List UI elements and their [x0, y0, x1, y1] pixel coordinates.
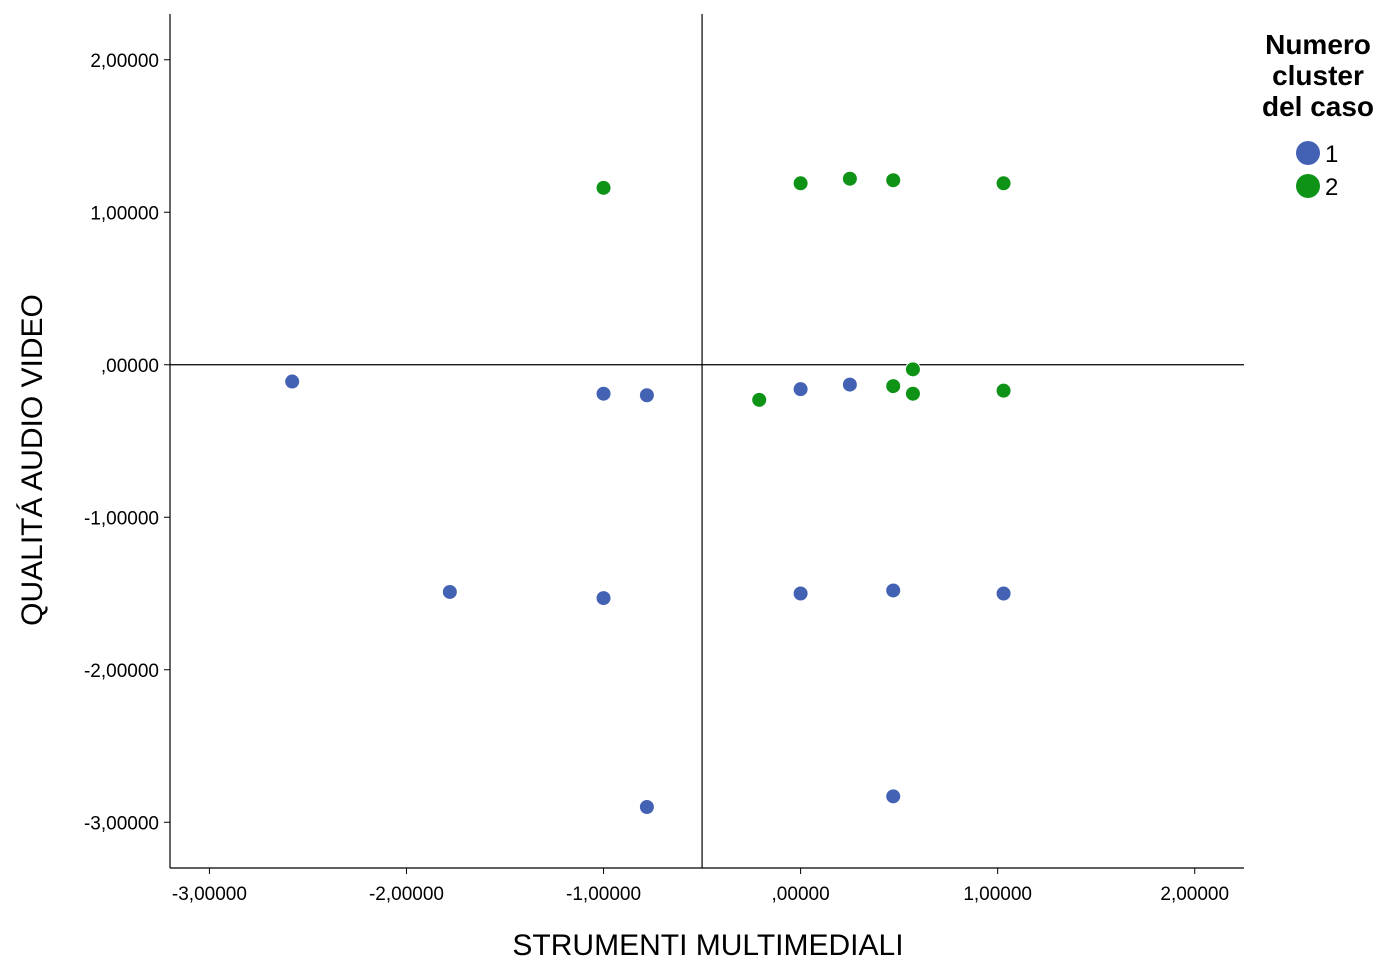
data-point-cluster-1	[441, 583, 458, 600]
y-tick-label: ,00000	[101, 356, 159, 377]
data-point-cluster-2	[995, 382, 1012, 399]
data-point-cluster-2	[885, 378, 902, 395]
data-point-cluster-2	[841, 170, 858, 187]
y-axis-ticks: 2,00000 1,00000 ,00000 -1,00000 -2,00000 -3,0…	[84, 51, 170, 834]
legend-marker-cluster-1	[1296, 141, 1320, 165]
data-point-cluster-2	[904, 361, 921, 378]
legend-label-cluster-2: 2	[1325, 174, 1338, 201]
data-point-cluster-2	[995, 175, 1012, 192]
data-point-cluster-1	[995, 585, 1012, 602]
data-point-cluster-2	[595, 179, 612, 196]
y-tick-label: -3,00000	[84, 813, 159, 834]
legend-title-line-3: del caso	[1262, 91, 1374, 122]
y-axis-title: QUALITÁ AUDIO VIDEO	[16, 294, 49, 626]
data-point-cluster-2	[792, 175, 809, 192]
y-tick-label: 2,00000	[90, 51, 159, 72]
data-point-cluster-1	[885, 582, 902, 599]
data-point-cluster-1	[638, 387, 655, 404]
data-point-cluster-1	[792, 585, 809, 602]
data-point-cluster-2	[751, 391, 768, 408]
y-tick-label: -1,00000	[84, 508, 159, 529]
x-tick-label: 1,00000	[963, 884, 1032, 905]
y-tick-label: 1,00000	[90, 203, 159, 224]
legend-title-line-1: Numero	[1265, 29, 1371, 60]
legend-label-cluster-1: 1	[1325, 141, 1338, 168]
x-tick-label: 2,00000	[1160, 884, 1229, 905]
data-point-cluster-1	[841, 376, 858, 393]
x-axis-title: STRUMENTI MULTIMEDIALI	[512, 929, 903, 962]
data-point-cluster-1	[595, 590, 612, 607]
legend: Numero cluster del caso 12	[1262, 29, 1374, 201]
data-point-cluster-2	[904, 385, 921, 402]
legend-title-line-2: cluster	[1272, 60, 1364, 91]
data-points	[284, 170, 1012, 815]
y-tick-label: -2,00000	[84, 661, 159, 682]
data-point-cluster-1	[792, 381, 809, 398]
x-tick-label: ,00000	[772, 884, 830, 905]
x-tick-label: -2,00000	[369, 884, 444, 905]
data-point-cluster-2	[885, 172, 902, 189]
reference-lines	[170, 14, 1244, 868]
x-tick-label: -1,00000	[566, 884, 641, 905]
axes	[169, 14, 1244, 869]
data-point-cluster-1	[885, 788, 902, 805]
legend-items: 12	[1296, 141, 1338, 201]
legend-marker-cluster-2	[1296, 174, 1320, 198]
x-tick-label: -3,00000	[172, 884, 247, 905]
x-axis-ticks: -3,00000 -2,00000 -1,00000 ,00000 1,00000 2,0…	[172, 868, 1229, 905]
data-point-cluster-1	[595, 385, 612, 402]
data-point-cluster-1	[638, 799, 655, 815]
data-point-cluster-1	[284, 373, 301, 390]
